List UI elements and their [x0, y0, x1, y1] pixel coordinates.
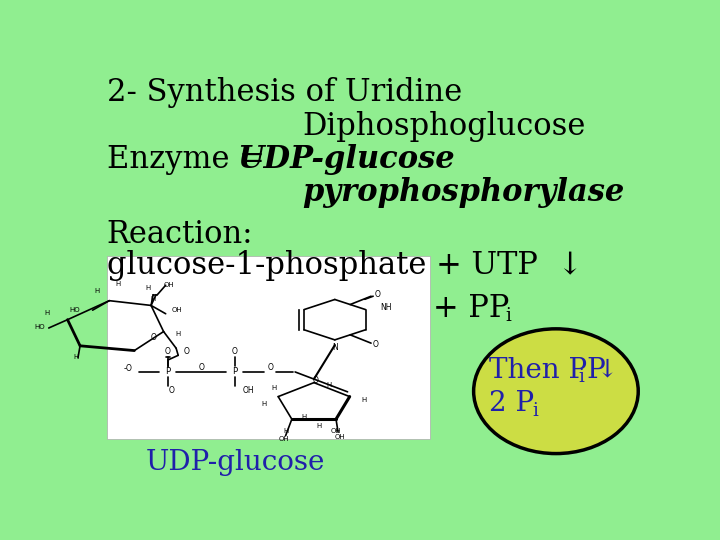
Text: i: i — [578, 368, 584, 387]
Text: Reaction:: Reaction: — [107, 219, 253, 249]
Text: glucose-1-phosphate + UTP  ↓: glucose-1-phosphate + UTP ↓ — [107, 250, 582, 281]
Text: H: H — [283, 428, 288, 434]
Text: O: O — [313, 376, 319, 385]
Text: pyrophosphorylase: pyrophosphorylase — [302, 177, 624, 208]
Text: UDP-glucose: UDP-glucose — [145, 449, 325, 476]
Text: OH: OH — [172, 307, 183, 313]
Text: H: H — [261, 401, 266, 407]
Text: H: H — [146, 285, 151, 291]
Text: P: P — [165, 367, 171, 376]
Text: Diphosphoglucose: Diphosphoglucose — [302, 111, 585, 141]
Text: Enzyme =: Enzyme = — [107, 144, 274, 175]
Text: OH: OH — [163, 282, 174, 288]
Text: H: H — [150, 296, 156, 302]
Text: O: O — [184, 347, 189, 356]
Text: H: H — [73, 354, 78, 360]
Text: H: H — [176, 331, 181, 337]
Text: + PP: + PP — [433, 293, 510, 323]
Text: NH: NH — [380, 303, 392, 312]
Text: O: O — [169, 387, 175, 395]
Text: O: O — [165, 347, 171, 356]
Text: H: H — [271, 385, 276, 392]
Text: H: H — [302, 414, 307, 420]
Text: H: H — [317, 423, 322, 429]
Text: P: P — [232, 367, 237, 376]
Text: O: O — [373, 340, 379, 349]
FancyBboxPatch shape — [107, 256, 431, 439]
Text: H: H — [94, 288, 99, 294]
Text: O: O — [232, 347, 238, 356]
Ellipse shape — [474, 329, 638, 454]
Text: OH: OH — [335, 434, 346, 440]
Text: O: O — [198, 363, 204, 372]
Text: HO: HO — [69, 307, 80, 313]
Text: OH: OH — [243, 387, 255, 395]
Text: OH: OH — [278, 436, 289, 442]
Text: i: i — [505, 307, 512, 326]
Text: UDP-glucose: UDP-glucose — [238, 144, 456, 175]
Text: 2 P: 2 P — [489, 390, 534, 417]
Text: H: H — [361, 397, 367, 403]
Text: HO: HO — [34, 324, 45, 330]
Text: H: H — [44, 309, 49, 315]
Text: O: O — [150, 333, 156, 342]
Text: H: H — [326, 382, 331, 388]
Text: OH: OH — [330, 428, 341, 434]
Text: -O: -O — [123, 364, 132, 373]
Text: i: i — [533, 402, 539, 420]
Text: 2- Synthesis of Uridine: 2- Synthesis of Uridine — [107, 77, 462, 109]
Text: N: N — [332, 342, 338, 352]
Text: Then PP: Then PP — [489, 357, 606, 384]
Text: O: O — [267, 363, 273, 372]
Text: O: O — [374, 290, 380, 299]
Text: H: H — [115, 281, 120, 287]
Text: ↓: ↓ — [590, 359, 618, 382]
